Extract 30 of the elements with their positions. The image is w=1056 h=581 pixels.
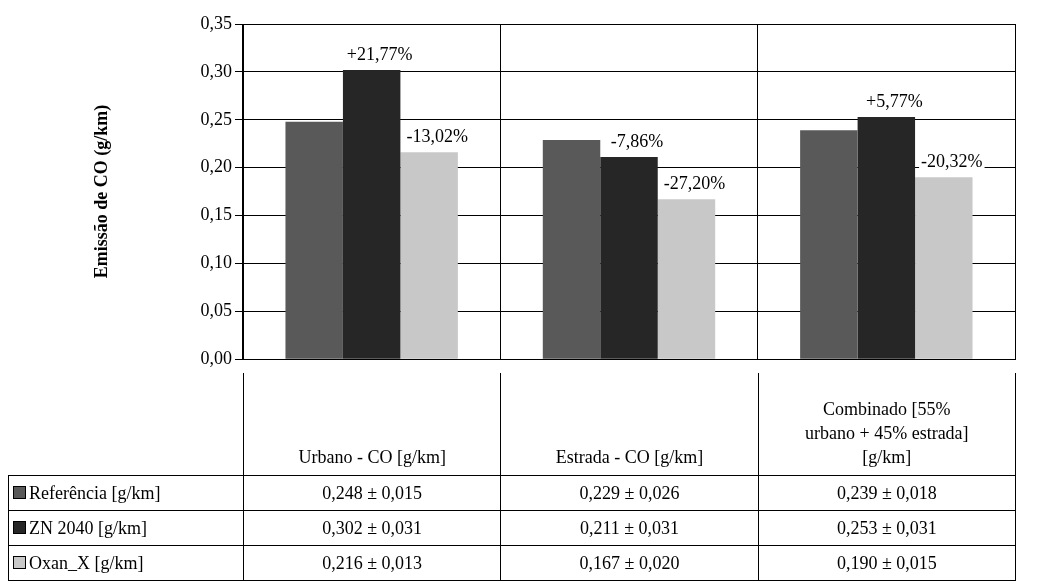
data-label: 0,216 ± 0,013: [243, 545, 501, 581]
annotation: -7,86%: [610, 130, 664, 151]
legend-label: ZN 2040 [g/km]: [29, 517, 147, 538]
legend-label: Referência [g/km]: [29, 482, 161, 503]
x-tick-label: Estrada - CO [g/km]: [554, 446, 705, 469]
data-label: 0,167 ± 0,020: [500, 545, 759, 581]
data-label: 0,239 ± 0,018: [758, 475, 1016, 511]
data-label: 0,229 ± 0,026: [500, 475, 759, 511]
y-tick-label: 0,25: [200, 108, 232, 129]
y-tick-label: 0,10: [200, 252, 232, 273]
y-tick-label: 0,30: [200, 60, 232, 81]
x-tick-label: Combinado [55% urbano + 45% estrada] [g/km]: [804, 398, 970, 469]
data-label: 0,248 ± 0,015: [243, 475, 501, 511]
annotation: -13,02%: [406, 126, 468, 147]
y-axis-title: Emissão de CO (g/km): [91, 104, 113, 279]
annotation: -27,20%: [663, 173, 726, 193]
annotation: +21,77%: [346, 43, 413, 64]
y-tick-label: 0,20: [200, 156, 232, 177]
legend-label: Oxan_X [g/km]: [29, 552, 144, 573]
data-label: 0,190 ± 0,015: [758, 545, 1016, 581]
y-tick-label: 0,15: [200, 204, 232, 225]
y-tick-label: 0,05: [200, 300, 232, 321]
y-tick-label: 0,35: [200, 12, 232, 33]
annotation: +5,77%: [866, 90, 923, 111]
y-tick-label: 0,00: [200, 347, 232, 368]
data-label: 0,302 ± 0,031: [243, 510, 501, 546]
data-label: 0,253 ± 0,031: [758, 510, 1016, 546]
x-tick-label: Urbano - CO [g/km]: [297, 446, 447, 469]
data-label: 0,211 ± 0,031: [500, 510, 759, 546]
annotation: -20,32%: [921, 150, 983, 171]
